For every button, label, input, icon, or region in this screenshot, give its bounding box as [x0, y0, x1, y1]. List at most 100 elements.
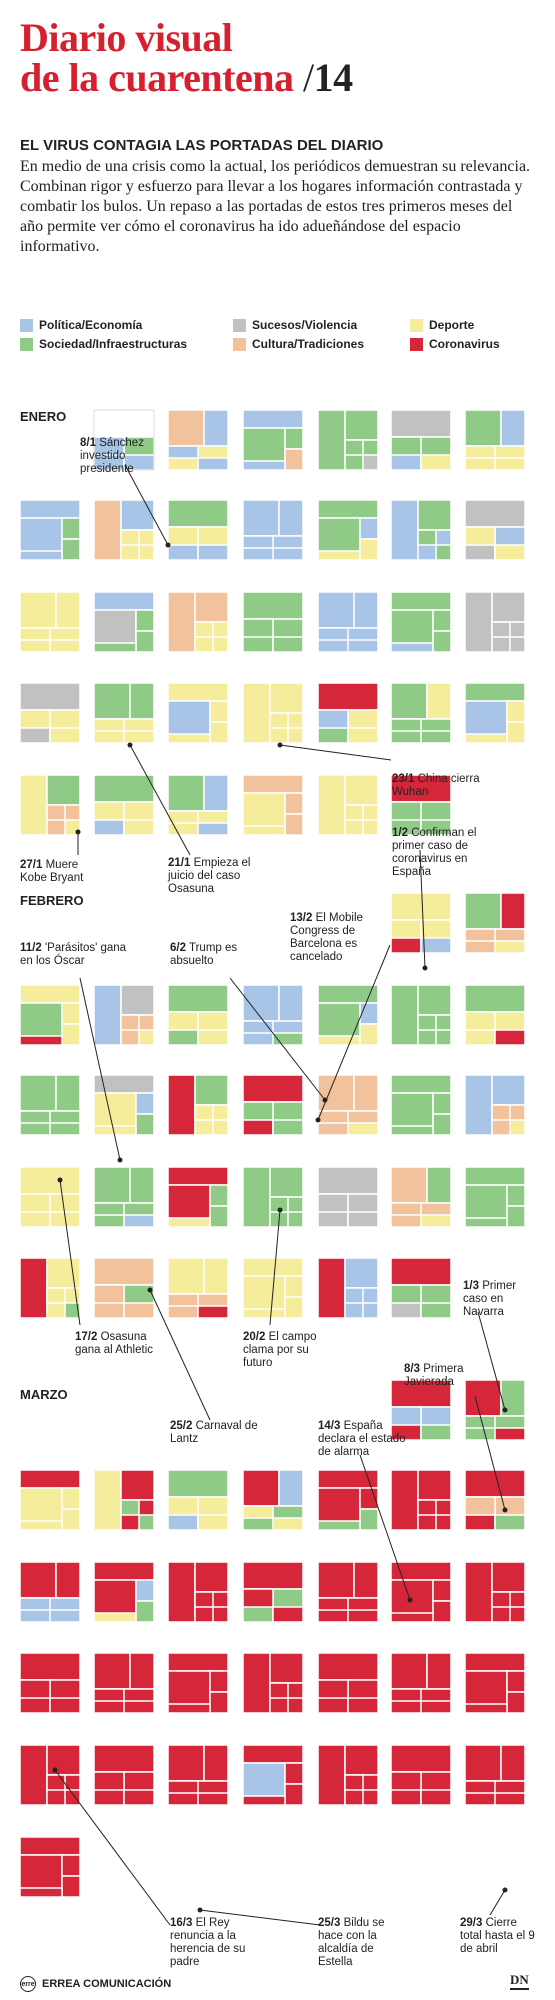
topic-block: [272, 1032, 304, 1046]
topic-block: [242, 1469, 280, 1507]
topic-block: [242, 1101, 274, 1121]
topic-block: [242, 1795, 286, 1806]
marzo-front-page-25: [93, 1744, 155, 1806]
topic-block: [93, 1166, 131, 1204]
month-label-marzo: MARZO: [20, 1387, 68, 1402]
topic-block: [390, 1469, 419, 1531]
topic-block: [435, 544, 452, 561]
topic-block: [420, 819, 452, 836]
topic-block: [287, 727, 304, 744]
topic-block: [359, 1002, 379, 1025]
topic-block: [317, 1035, 361, 1046]
topic-block: [93, 1202, 125, 1216]
topic-block: [432, 1579, 452, 1602]
topic-block: [494, 544, 526, 561]
annotation-17-2: 17/2 Osasuna gana al Athletic: [75, 1331, 154, 1356]
febrero-front-page-4: [93, 984, 155, 1046]
enero-front-page-27: [464, 682, 526, 744]
topic-block: [344, 774, 379, 806]
topic-block: [93, 1561, 155, 1581]
legend-item-deporte: Deporte: [410, 318, 474, 332]
enero-front-page-1: [93, 409, 155, 471]
topic-block: [317, 499, 379, 519]
topic-block: [55, 1074, 81, 1112]
marzo-front-page-29: [390, 1744, 452, 1806]
leader-line: [279, 744, 392, 761]
marzo-front-page-4: [93, 1469, 155, 1531]
topic-block: [390, 642, 434, 653]
marzo-front-page-27: [242, 1744, 304, 1806]
topic-block: [167, 1652, 229, 1672]
title-line1: Diario visual: [20, 15, 233, 60]
topic-block: [362, 819, 379, 836]
topic-block: [362, 454, 379, 471]
topic-block: [494, 940, 526, 954]
topic-block: [55, 591, 81, 629]
topic-block: [167, 733, 211, 744]
leader-dot: [502, 1407, 508, 1413]
topic-block: [46, 1774, 66, 1791]
topic-block: [129, 682, 155, 720]
topic-block: [167, 591, 196, 653]
topic-block: [420, 730, 452, 744]
topic-block: [242, 1505, 274, 1519]
topic-block: [93, 682, 131, 720]
enero-front-page-4: [317, 409, 379, 471]
topic-block: [242, 460, 286, 471]
topic-block: [491, 1104, 511, 1121]
topic-block: [390, 591, 452, 611]
topic-block: [55, 1561, 81, 1599]
topic-block: [317, 627, 349, 641]
topic-block: [317, 984, 379, 1004]
topic-block: [390, 1125, 434, 1136]
footer: erre ERREA COMUNICACIÓN: [20, 1976, 172, 1992]
leader-dot: [277, 1207, 283, 1213]
topic-block: [242, 1652, 271, 1714]
topic-block: [506, 700, 526, 723]
topic-block: [93, 801, 125, 821]
topic-block: [93, 1469, 122, 1531]
topic-block: [123, 730, 155, 744]
topic-block: [135, 630, 155, 653]
marzo-front-page-22: [390, 1652, 452, 1714]
topic-block: [93, 1284, 125, 1304]
topic-block: [61, 1023, 81, 1046]
topic-block: [209, 1670, 229, 1693]
marzo-front-page-28: [317, 1744, 379, 1806]
topic-block: [500, 892, 526, 930]
annotation-20-2: 20/2 El campo clama por su futuro: [243, 1331, 317, 1369]
topic-block: [278, 984, 304, 1022]
topic-block: [317, 709, 349, 729]
marzo-front-page-6: [242, 1469, 304, 1531]
febrero-front-page-7: [317, 984, 379, 1046]
topic-block: [129, 1652, 155, 1690]
leader-dot: [315, 1117, 321, 1123]
marzo-front-page-20: [242, 1652, 304, 1714]
topic-block: [93, 1612, 137, 1623]
topic-block: [464, 1496, 496, 1516]
topic-block: [464, 1744, 502, 1782]
legend-swatch-icon: [410, 318, 423, 332]
enero-front-page-5: [390, 409, 452, 471]
topic-block: [506, 1670, 526, 1693]
topic-block: [464, 591, 493, 653]
topic-block: [167, 774, 205, 812]
topic-block: [242, 499, 280, 537]
topic-block: [242, 984, 280, 1022]
topic-block: [464, 1011, 496, 1031]
topic-block: [242, 1074, 304, 1103]
marzo-front-page-31: [19, 1836, 81, 1898]
topic-block: [93, 409, 155, 438]
topic-block: [19, 984, 81, 1004]
topic-block: [317, 774, 346, 836]
annotation-1-3: 1/3 Primer caso en Navarra: [463, 1280, 517, 1318]
marzo-front-page-5: [167, 1469, 229, 1531]
topic-block: [390, 774, 452, 803]
topic-block: [194, 621, 214, 638]
febrero-front-page-18: [93, 1166, 155, 1228]
topic-block: [167, 1293, 199, 1307]
topic-block: [167, 1074, 196, 1136]
febrero-front-page-23: [464, 1166, 526, 1228]
topic-block: [464, 1780, 496, 1794]
